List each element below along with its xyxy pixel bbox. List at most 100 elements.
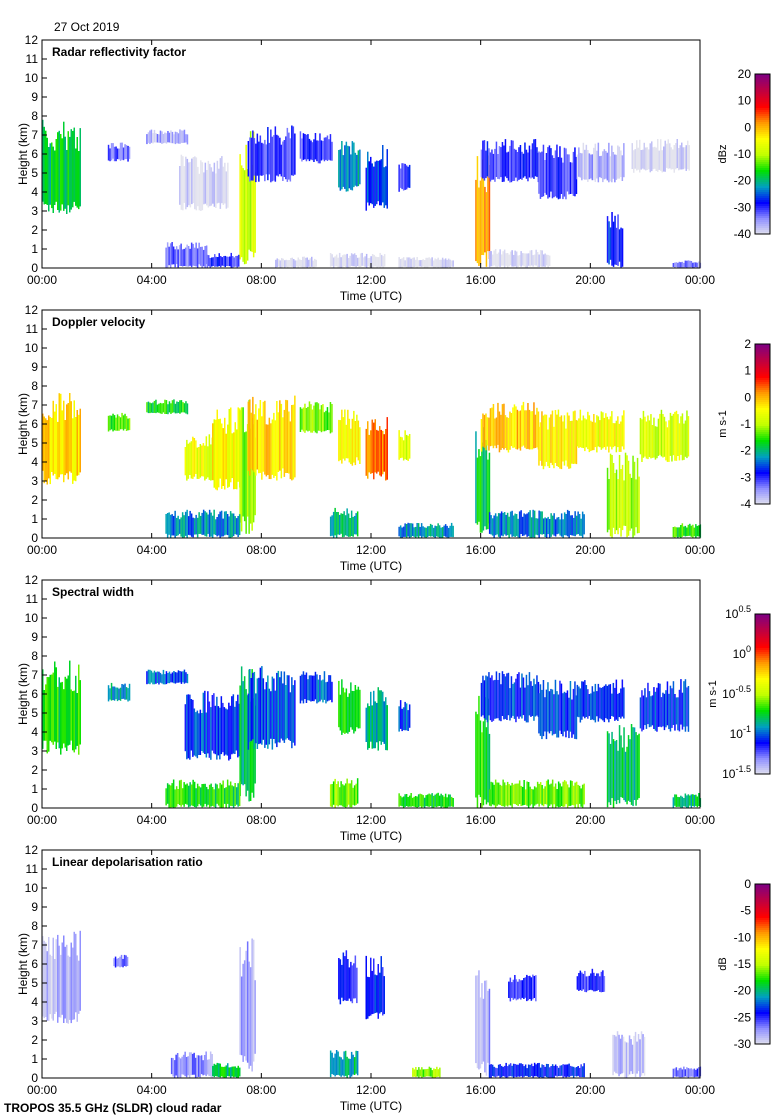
heatmap-column [204,690,206,754]
heatmap-column [212,423,214,481]
heatmap-column [246,169,249,261]
heatmap-column [416,1069,419,1077]
heatmap-column [582,415,585,449]
colorbar-step [755,436,770,439]
heatmap-column [208,509,211,537]
heatmap-column [113,686,116,701]
heatmap-column [122,684,125,699]
heatmap-column [209,258,211,268]
heatmap-column [521,786,524,806]
heatmap-column [57,934,59,1023]
heatmap-column [478,695,480,795]
colorbar-step [755,728,770,731]
heatmap-column [690,1068,693,1077]
heatmap-column [421,1067,423,1078]
heatmap-column [215,256,217,267]
heatmap-column [647,415,649,460]
heatmap-column [531,143,534,178]
y-tick-label: 7 [31,128,38,142]
heatmap-column [43,690,45,741]
heatmap-column [191,1053,194,1075]
heatmap-column [527,976,530,1001]
heatmap-column [683,526,685,536]
heatmap-column [480,682,483,717]
colorbar-step [755,704,770,707]
heatmap-column [690,261,693,268]
heatmap-column [611,145,613,183]
heatmap-column [498,146,501,180]
heatmap-column [408,523,411,538]
heatmap-column [285,685,287,740]
colorbar-step [755,994,770,997]
heatmap-column [615,740,618,805]
heatmap-column [216,409,218,491]
heatmap-column [338,680,340,728]
heatmap-column [243,676,246,785]
colorbar-step [755,162,770,165]
heatmap-column [563,780,566,807]
heatmap-column [182,1054,185,1075]
y-tick-label: 1 [31,242,38,256]
heatmap-column [171,131,174,144]
heatmap-column [341,255,344,268]
colorbar-step [755,918,770,921]
heatmap-column [511,982,513,998]
heatmap-column [650,696,652,727]
heatmap-column [429,794,432,807]
heatmap-column [560,1065,563,1076]
heatmap-column [526,513,528,537]
heatmap-column [344,409,346,461]
heatmap-column [169,243,172,268]
heatmap-column [340,257,342,268]
heatmap-column [171,783,173,808]
heatmap-column [479,180,482,265]
x-tick-label: 04:00 [137,813,167,827]
heatmap-column [432,795,435,808]
heatmap-column [156,404,159,413]
heatmap-column [612,423,615,448]
heatmap-column [532,789,534,808]
heatmap-column [497,1064,500,1076]
heatmap-column [513,682,516,719]
heatmap-column [556,691,558,738]
heatmap-column [609,453,612,537]
y-tick-label: 11 [26,862,39,876]
heatmap-column [663,693,666,731]
heatmap-column [239,685,241,797]
heatmap-column [577,1066,579,1076]
heatmap-column [198,242,200,265]
heatmap-column [398,526,400,537]
heatmap-column [273,135,275,181]
heatmap-column [609,227,612,260]
heatmap-column [374,161,376,206]
heatmap-column [237,516,239,537]
heatmap-column [354,421,357,466]
heatmap-column [624,751,627,802]
heatmap-column [447,794,450,807]
heatmap-column [325,682,327,704]
heatmap-column [534,684,537,717]
heatmap-column [574,147,576,197]
x-tick-label: 00:00 [27,813,57,827]
colorbar-step [755,468,770,471]
heatmap-column [54,661,56,742]
heatmap-column [674,1068,676,1077]
heatmap-column [258,677,260,745]
colorbar-step [755,464,770,467]
colorbar-step [755,372,770,375]
heatmap-column [520,1063,522,1077]
heatmap-column [408,164,411,188]
heatmap-column [72,947,74,1020]
heatmap-column [683,681,685,727]
heatmap-column [446,797,448,808]
heatmap-column [581,784,584,808]
heatmap-column [496,782,498,806]
colorbar-step [755,662,770,665]
heatmap-column [328,412,330,431]
heatmap-column [538,693,540,734]
heatmap-column [291,125,293,176]
heatmap-column [261,416,263,480]
heatmap-column [124,144,126,160]
heatmap-column [578,147,580,177]
